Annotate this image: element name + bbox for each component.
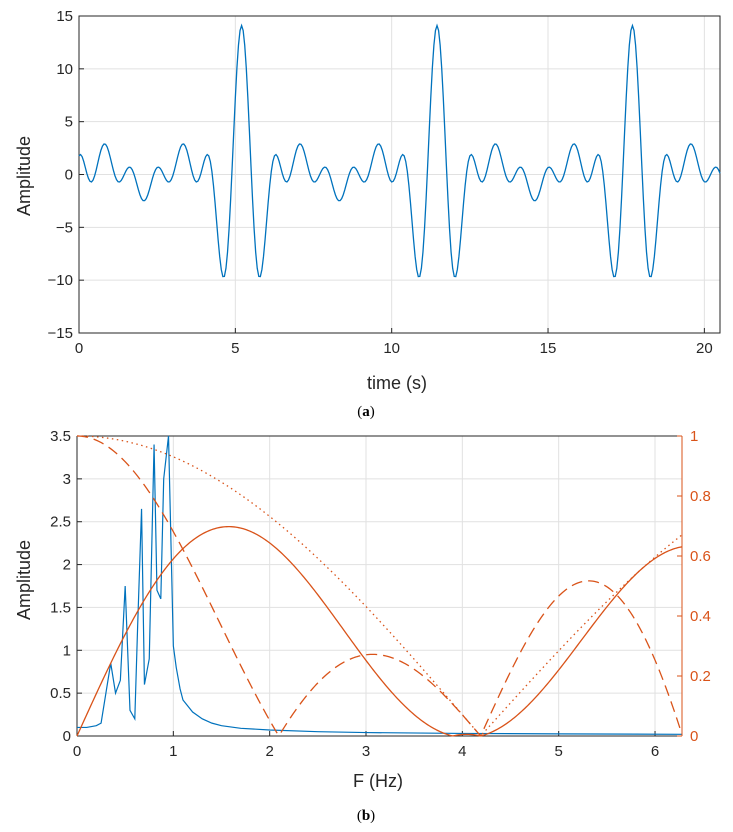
x-tick-label: 0 (75, 340, 83, 357)
y-tick-label: 3.5 (50, 428, 71, 445)
x-tick-label: 2 (266, 743, 274, 760)
caption-b: (b) (357, 808, 375, 824)
y-tick-label: 15 (56, 8, 73, 25)
x-tick-label: 3 (362, 743, 370, 760)
spectrum-line (77, 435, 683, 735)
y2-tick-label: 0.8 (690, 488, 711, 505)
y-tick-label: 1.5 (50, 599, 71, 616)
y-tick-label: −15 (48, 325, 73, 342)
y2-tick-label: 0.2 (690, 668, 711, 685)
x-tick-label: 4 (458, 743, 466, 760)
x-tick-label: 15 (540, 340, 557, 357)
y-tick-label: 3 (63, 471, 71, 488)
y-tick-label: 5 (65, 114, 73, 131)
x-tick-label: 20 (696, 340, 713, 357)
y-axis-label-a: Amplitude (14, 136, 34, 216)
y-tick-label: 10 (56, 61, 73, 78)
x-tick-label: 10 (383, 340, 400, 357)
y-tick-label: 0 (65, 167, 73, 184)
x-axis-label-a: time (s) (367, 373, 427, 393)
y-tick-label: 0 (63, 728, 71, 745)
y-tick-label: −10 (48, 272, 73, 289)
orange-dashed-line (76, 435, 683, 737)
y-tick-label: 1 (63, 642, 71, 659)
y-tick-label: 0.5 (50, 685, 71, 702)
x-tick-label: 0 (73, 743, 81, 760)
y2-tick-label: 0 (690, 728, 698, 745)
axes-b (76, 435, 683, 737)
orange-dotted-line (76, 435, 683, 737)
y2-tick-label: 0.4 (690, 608, 711, 625)
orange-solid-line (76, 525, 683, 737)
y-tick-label: 2.5 (50, 514, 71, 531)
grid-a (78, 15, 720, 334)
caption-a-letter: a (362, 404, 370, 420)
y2-tick-label: 0.6 (690, 548, 711, 565)
x-tick-label: 6 (651, 743, 659, 760)
x-axis-label-b: F (Hz) (353, 771, 403, 791)
caption-b-letter: b (362, 808, 370, 824)
ticks-b: 0 1 2 3 4 5 6 0 0.5 1 1.5 2 2.5 3 3.5 0 0.2 0.4 0.6 0.8 1 (50, 428, 711, 760)
grid-b (76, 435, 682, 737)
y2-tick-label: 1 (690, 428, 698, 445)
panel-a: 0 5 10 15 20 −15 −10 −5 0 5 10 15 time (s) Amplitud… (14, 8, 721, 420)
y-axis-label-b: Amplitude (14, 540, 34, 620)
panel-b: 0 1 2 3 4 5 6 0 0.5 1 1.5 2 2.5 3 3.5 0 0.2 0.4 0.6 0.8 1 F … (14, 428, 711, 824)
ticks-a: 0 5 10 15 20 −15 −10 −5 0 5 10 15 (48, 8, 713, 357)
x-tick-label: 1 (169, 743, 177, 760)
signal-line (78, 23, 721, 278)
x-tick-label: 5 (555, 743, 563, 760)
caption-a: (a) (357, 404, 375, 420)
y-tick-label: 2 (63, 557, 71, 574)
y-tick-label: −5 (56, 219, 73, 236)
x-tick-label: 5 (231, 340, 239, 357)
